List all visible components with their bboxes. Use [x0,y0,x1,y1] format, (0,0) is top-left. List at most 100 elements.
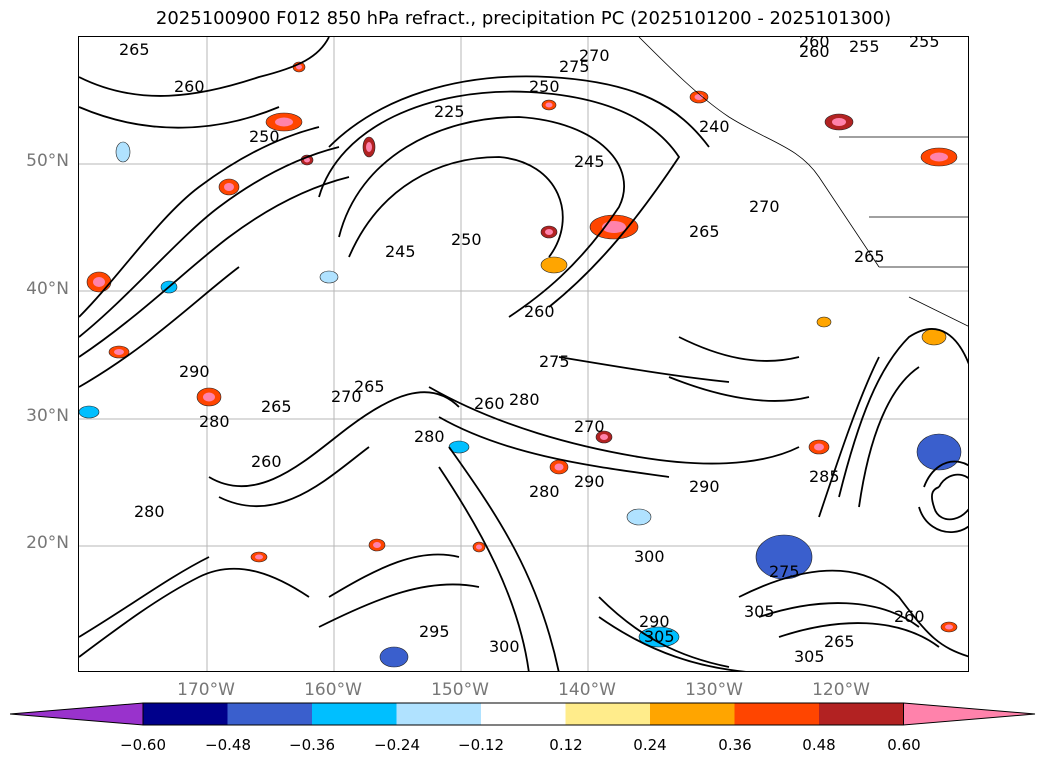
contour-line [79,146,340,338]
precip-patch [319,270,339,284]
contour-label: 260 [894,607,925,626]
lon-label-160w: 160°W [304,680,362,700]
contour-line [918,460,968,533]
contour-label: 260 [524,302,555,321]
contour-line [598,616,746,671]
precip-patch [626,508,652,526]
contour-label: 265 [689,222,720,241]
precip-patch-core [93,277,105,287]
contour-line [858,366,920,508]
contour-label: 225 [434,102,465,121]
coastline-segment [638,37,880,268]
precip-patch-core [114,349,124,355]
contour-line [218,446,370,508]
contour-label: 270 [331,387,362,406]
lon-label-140w: 140°W [558,680,616,700]
contour-label: 250 [249,127,280,146]
contour-line [79,176,350,358]
contour-label: 245 [574,152,605,171]
refractivity-contours [79,37,968,671]
precip-patch-core [930,152,948,162]
graticule [79,37,968,671]
colorbar-extend-low [10,702,144,726]
lon-label-150w: 150°W [431,680,489,700]
contour-line [338,116,625,318]
contour-label: 295 [419,622,450,641]
map-title: 2025100900 F012 850 hPa refract., precip… [155,8,892,29]
contour-label: 305 [644,627,675,646]
precip-patch-core [224,183,234,191]
precip-patch-core [832,118,846,126]
contour-line [318,90,681,308]
precip-patch-core [366,142,372,152]
contour-line [438,466,530,671]
precip-patch-core [255,554,263,560]
colorbar-segment [481,703,566,725]
precip-patch-core [275,117,293,127]
coastline-segment [908,296,968,327]
precip-patch-core [373,542,381,548]
colorbar-segment [227,703,313,725]
contour-line [79,556,210,638]
contour-label: 255 [849,37,880,56]
contour-label: 260 [799,37,830,51]
precip-patch [379,646,409,668]
contour-line [79,106,280,129]
precip-patch [540,256,568,274]
contour-label: 305 [794,647,825,666]
contour-line [79,37,330,97]
contour-line [738,569,968,658]
map-plot-area[interactable]: 265 260 250 225 250 275 270 255 260 240 245 270 265 2… [78,36,969,672]
contour-label: 260 [251,452,282,471]
contour-line [208,391,460,488]
contour-line [438,416,670,478]
colorbar-tick-label: −0.60 [120,736,166,754]
contour-line [668,376,810,402]
contour-label: 260 [799,42,830,61]
precip-patch-core [554,463,564,471]
contour-line [678,336,800,362]
colorbar-tick-label: 0.48 [802,736,836,754]
contour-label: 250 [529,77,560,96]
colorbar-tick-label: 0.36 [718,736,752,754]
lon-label-130w: 130°W [685,680,743,700]
contour-label: 260 [174,77,205,96]
contour-label: 290 [639,612,670,631]
contour-line [598,596,730,668]
contour-line [79,266,240,388]
contour-line [318,583,480,628]
contour-label: 260 [474,394,505,413]
contour-label: 305 [744,602,775,621]
colorbar-tick-label: −0.12 [458,736,504,754]
contour-label: 280 [509,390,540,409]
contour-label: 280 [414,427,445,446]
precip-patch-core [476,544,482,550]
lat-label-50n: 50°N [26,151,69,171]
contour-label: 265 [119,40,150,59]
colorbar [10,702,1036,726]
precip-patch-core [203,392,215,402]
contour-label: 290 [689,477,720,496]
contour-line [931,473,968,521]
contour-label: 270 [749,197,780,216]
colorbar-segment [650,703,735,725]
contour-line [758,602,920,628]
contour-label: 275 [559,57,590,76]
contour-label: 285 [809,467,840,486]
colorbar-tick-label: 0.12 [549,736,583,754]
precip-patch [79,405,100,419]
contour-label: 245 [385,242,416,261]
precipitation-pc-fill [79,61,962,668]
contour-label: 240 [699,117,730,136]
contour-label: 265 [854,247,885,266]
lat-label-20n: 20°N [26,533,69,553]
contour-line [79,567,310,658]
contour-label: 280 [134,502,165,521]
contour-line [79,126,320,318]
contour-line [448,446,560,671]
precip-patch [816,316,832,328]
colorbar-tick-label: −0.24 [374,736,420,754]
colorbar-segment [565,703,651,725]
coastline [638,37,968,327]
colorbar-segment [734,703,820,725]
